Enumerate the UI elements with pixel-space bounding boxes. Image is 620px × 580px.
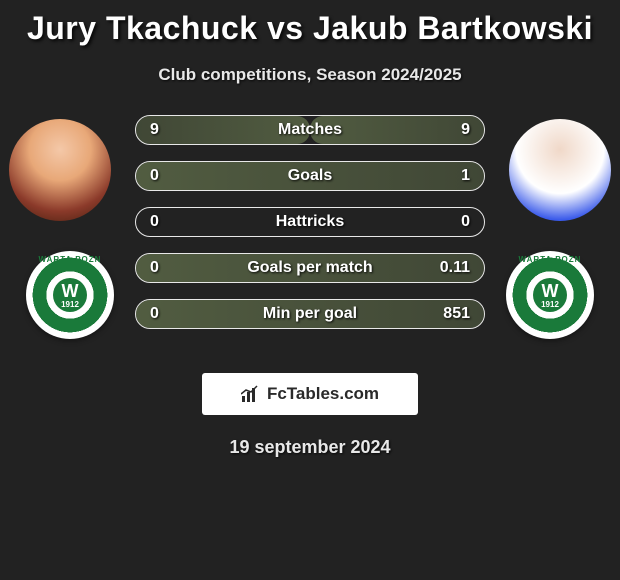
- infographic-root: Jury Tkachuck vs Jakub Bartkowski Club c…: [0, 0, 620, 458]
- avatar: [509, 119, 611, 221]
- subtitle: Club competitions, Season 2024/2025: [0, 65, 620, 85]
- club-badge-letter: W: [62, 281, 79, 302]
- stat-label: Matches: [136, 121, 484, 139]
- comparison-area: W 1912 W 1912 9Matches90Goals10Hattricks…: [0, 115, 620, 355]
- avatar: [9, 119, 111, 221]
- stat-bar: 9Matches9: [135, 115, 485, 145]
- club-year: 1912: [61, 300, 79, 309]
- club-badge-letter: W: [542, 281, 559, 302]
- stat-value-right: 0.11: [440, 259, 470, 277]
- brand-text: FcTables.com: [267, 384, 379, 404]
- stat-bar: 0Hattricks0: [135, 207, 485, 237]
- stat-value-right: 9: [461, 121, 470, 139]
- stat-label: Goals: [136, 167, 484, 185]
- footer-date: 19 september 2024: [0, 437, 620, 458]
- club-badge-inner: W 1912: [533, 278, 567, 312]
- stat-value-right: 0: [461, 213, 470, 231]
- club-badge-inner: W 1912: [53, 278, 87, 312]
- club-badge-right: W 1912: [506, 251, 594, 339]
- stat-bar: 0Min per goal851: [135, 299, 485, 329]
- stat-label: Hattricks: [136, 213, 484, 231]
- stat-value-right: 1: [461, 167, 470, 185]
- club-year: 1912: [541, 300, 559, 309]
- stat-label: Min per goal: [136, 305, 484, 323]
- stat-label: Goals per match: [136, 259, 484, 277]
- club-badge-left: W 1912: [26, 251, 114, 339]
- stats-list: 9Matches90Goals10Hattricks00Goals per ma…: [135, 115, 485, 345]
- stat-bar: 0Goals1: [135, 161, 485, 191]
- brand-box: FcTables.com: [202, 373, 418, 415]
- page-title: Jury Tkachuck vs Jakub Bartkowski: [0, 10, 620, 47]
- player-photo-right: [509, 119, 611, 221]
- player-photo-left: [9, 119, 111, 221]
- stat-value-right: 851: [443, 305, 470, 323]
- stat-bar: 0Goals per match0.11: [135, 253, 485, 283]
- chart-icon: [241, 385, 261, 403]
